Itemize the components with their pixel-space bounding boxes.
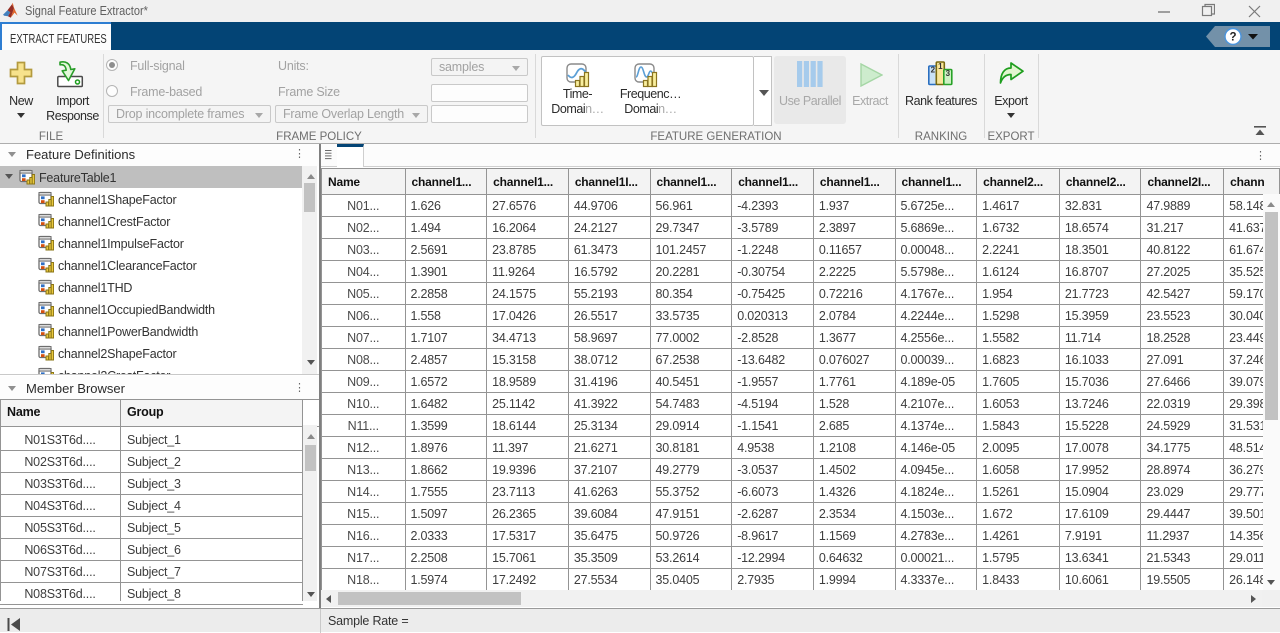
svg-text:3: 3: [946, 69, 951, 78]
svg-text:2: 2: [931, 66, 936, 75]
svg-text:1: 1: [938, 62, 943, 71]
svg-text:?: ?: [1229, 32, 1236, 44]
